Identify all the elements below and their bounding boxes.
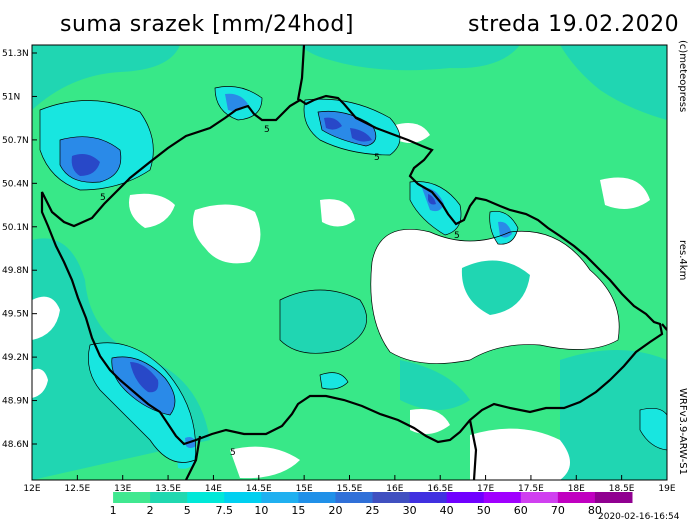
- legend-swatch: [298, 492, 336, 503]
- legend-label: 80: [588, 504, 602, 517]
- legend-swatch: [150, 492, 188, 503]
- legend-swatch: [113, 492, 151, 503]
- map-title: suma srazek [mm/24hod]: [60, 12, 354, 37]
- legend-label: 2: [147, 504, 154, 517]
- legend-swatch: [446, 492, 485, 503]
- lat-tick-label: 51N: [2, 92, 20, 102]
- legend-swatch: [557, 492, 596, 503]
- contour-label: 5: [374, 153, 380, 163]
- legend-swatch: [187, 492, 225, 503]
- lon-tick-label: 16E: [386, 484, 403, 494]
- model-label: WRFv3.9-ARW-S1: [677, 388, 688, 475]
- legend-label: 15: [291, 504, 305, 517]
- lon-tick-label: 18.5E: [609, 484, 635, 494]
- lat-tick-label: 48.6N: [2, 440, 29, 450]
- legend-label: 50: [477, 504, 491, 517]
- contour-label: 5: [264, 125, 270, 135]
- lat-tick-label: 50.1N: [2, 223, 29, 233]
- contour-label: 5: [454, 231, 460, 241]
- lon-tick-label: 14E: [205, 484, 222, 494]
- legend-label: 7.5: [216, 504, 234, 517]
- lon-tick-label: 12E: [23, 484, 40, 494]
- contour-lines: [39, 86, 667, 463]
- legend-label: 10: [254, 504, 268, 517]
- legend-label: 70: [551, 504, 565, 517]
- legend-label: 30: [403, 504, 417, 517]
- brand-label: (c)meteopress: [677, 40, 688, 113]
- lon-tick-label: 15E: [296, 484, 313, 494]
- legend-label: 60: [514, 504, 528, 517]
- lon-tick-label: 18E: [568, 484, 585, 494]
- lat-tick-label: 48.9N: [2, 397, 29, 407]
- legend-label: 5: [184, 504, 191, 517]
- lon-tick-label: 19E: [658, 484, 675, 494]
- legend-swatch: [261, 492, 299, 503]
- legend-label: 20: [328, 504, 342, 517]
- legend-label: 25: [366, 504, 380, 517]
- lat-tick-label: 50.7N: [2, 136, 29, 146]
- legend-label: 1: [110, 504, 117, 517]
- lon-tick-label: 17E: [477, 484, 494, 494]
- legend-swatch: [224, 492, 262, 503]
- resolution-label: res.4km: [677, 240, 688, 281]
- lat-tick-label: 49.8N: [2, 266, 29, 276]
- precip-darkblue-layer: [71, 117, 436, 393]
- latitude-axis: 51.3N 51N 50.7N 50.4N 50.1N 49.8N 49.5N 49.2N 48…: [2, 49, 37, 450]
- lat-tick-label: 51.3N: [2, 49, 29, 59]
- lon-tick-label: 16.5E: [427, 484, 453, 494]
- lon-tick-label: 14.5E: [246, 484, 272, 494]
- lon-tick-label: 13.5E: [155, 484, 181, 494]
- legend-swatch: [483, 492, 522, 503]
- contour-label: 5: [230, 448, 236, 458]
- dry-areas-layer: [32, 122, 650, 480]
- lon-tick-label: 17.5E: [518, 484, 544, 494]
- legend-swatch: [520, 492, 559, 503]
- lat-tick-label: 49.2N: [2, 353, 29, 363]
- legend-swatch: [76, 492, 114, 503]
- legend-swatch: [409, 492, 448, 503]
- lon-tick-label: 13E: [114, 484, 131, 494]
- legend-label: 40: [440, 504, 454, 517]
- lat-tick-label: 50.4N: [2, 179, 29, 189]
- run-timestamp: 2020-02-16-16:54: [598, 512, 680, 522]
- map-date: streda 19.02.2020: [468, 12, 680, 37]
- legend-colorbar: 1 2 5 7.5 10 15 20 25 30 40 50 60 70 80: [76, 492, 633, 517]
- contour-label: 5: [100, 193, 106, 203]
- lon-tick-label: 12.5E: [64, 484, 90, 494]
- lon-tick-label: 15.5E: [337, 484, 363, 494]
- neighbor-borders: [185, 45, 667, 480]
- legend-swatch: [372, 492, 411, 503]
- legend-swatch: [594, 492, 633, 503]
- legend-swatch: [335, 492, 374, 503]
- longitude-axis: 12E 12.5E 13E 13.5E 14E 14.5E 15E 15.5E 16E 16.5E…: [23, 475, 676, 494]
- lat-tick-label: 49.5N: [2, 310, 29, 320]
